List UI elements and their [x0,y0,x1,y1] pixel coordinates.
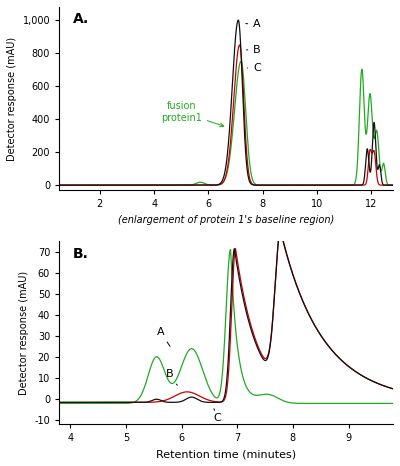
Text: B.: B. [72,247,88,261]
Y-axis label: Detector response (mAU): Detector response (mAU) [7,36,17,161]
Text: A: A [156,327,170,346]
Y-axis label: Detector response (mAU): Detector response (mAU) [19,271,29,395]
X-axis label: Retention time (minutes): Retention time (minutes) [156,449,296,459]
X-axis label: (enlargement of protein 1's baseline region): (enlargement of protein 1's baseline reg… [118,215,334,225]
Text: C: C [214,409,222,423]
Text: A.: A. [72,13,89,27]
Text: B: B [166,369,177,385]
Text: B: B [246,45,261,55]
Text: C: C [247,63,261,73]
Text: A: A [246,19,261,29]
Text: fusion
protein1: fusion protein1 [161,101,224,127]
